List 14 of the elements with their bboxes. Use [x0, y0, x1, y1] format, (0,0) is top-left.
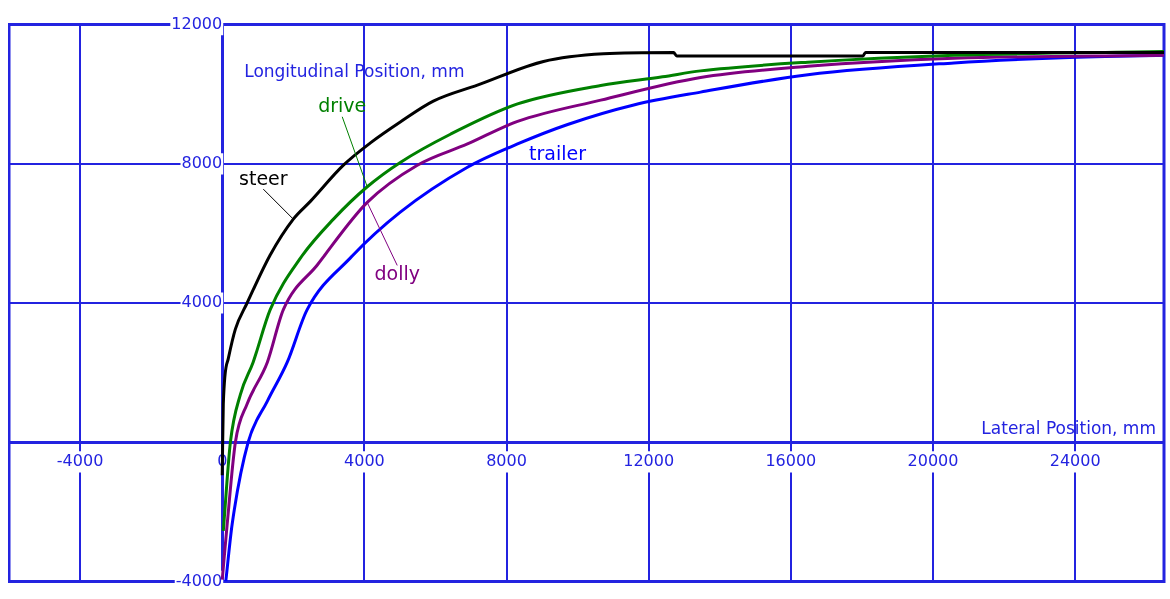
y-tick-label: 8000 — [181, 152, 223, 172]
x-tick-label: 16000 — [765, 450, 817, 470]
text: dolly — [374, 261, 420, 284]
series-label: steer — [239, 166, 288, 189]
x-tick-label: 24000 — [1049, 450, 1101, 470]
x-tick-label: -4000 — [56, 450, 104, 470]
x-tick-label: 20000 — [907, 450, 959, 470]
y-tick-label: 4000 — [181, 292, 223, 312]
y-tick-label: 12000 — [171, 13, 223, 33]
y-tick-label: -4000 — [175, 570, 223, 590]
series-label: trailer — [529, 142, 587, 165]
x-tick-label: 8000 — [486, 450, 527, 470]
x-tick-label: 4000 — [344, 450, 385, 470]
x-tick-label: 12000 — [623, 450, 675, 470]
